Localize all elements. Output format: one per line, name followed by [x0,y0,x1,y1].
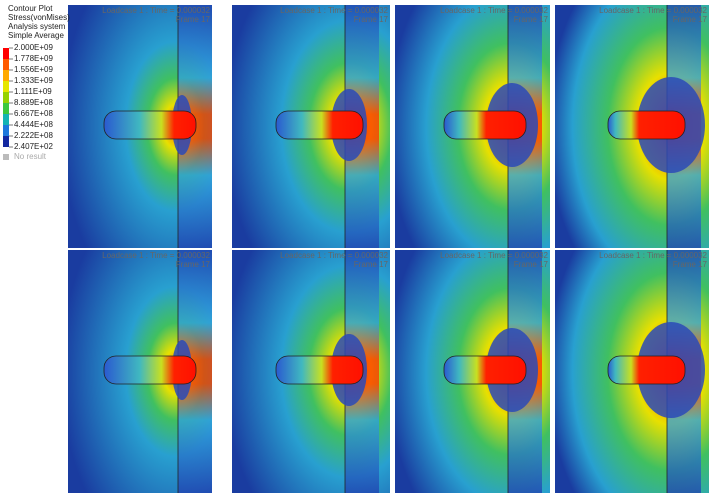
legend-swatch [3,70,9,81]
frame-label: Frame 17 [514,15,549,24]
figure: Loadcase 1 : Time = 0.000032Frame 17Load… [0,0,709,493]
panel-image [68,5,212,248]
legend-swatch [3,103,9,114]
legend-title: Contour Plot [8,4,53,13]
projectile [444,111,526,139]
projectile [276,111,363,139]
loadcase-label: Loadcase 1 : Time = 0.000032 [440,6,548,15]
frame-label: Frame 17 [673,15,708,24]
frame-label: Frame 17 [176,260,211,269]
projectile [104,111,196,139]
legend-swatch [3,136,9,147]
loadcase-label: Loadcase 1 : Time = 0.000032 [102,251,210,260]
legend-level: 8.889E+08 [14,98,53,107]
legend-level: 1.111E+09 [14,87,52,96]
frame-label: Frame 17 [354,15,389,24]
legend-swatch [3,81,9,92]
panel-image [68,250,212,493]
legend-title: Analysis system [8,22,66,31]
legend-swatch [3,48,9,59]
frame-label: Frame 17 [354,260,389,269]
panel-image [555,250,709,493]
frame-label: Frame 17 [514,260,549,269]
legend-no-result: No result [14,152,47,161]
loadcase-label: Loadcase 1 : Time = 0.000032 [280,251,388,260]
projectile [104,356,196,384]
legend-level: 1.778E+09 [14,54,53,63]
frame-label: Frame 17 [673,260,708,269]
loadcase-label: Loadcase 1 : Time = 0.000032 [102,6,210,15]
legend-level: 2.407E+02 [14,142,53,151]
legend-swatch [3,59,9,70]
legend-swatch [3,92,9,103]
loadcase-label: Loadcase 1 : Time = 0.000032 [280,6,388,15]
loadcase-label: Loadcase 1 : Time = 0.000032 [440,251,548,260]
legend-level: 4.444E+08 [14,120,53,129]
loadcase-label: Loadcase 1 : Time = 0.000032 [599,6,707,15]
panel-image [555,5,709,248]
legend-level: 2.222E+08 [14,131,53,140]
panel-image [395,250,550,493]
legend-swatch [3,154,9,160]
projectile [444,356,526,384]
projectile [276,356,363,384]
panel-image [232,5,390,248]
panel-image [232,250,390,493]
legend-swatch [3,114,9,125]
legend-level: 1.333E+09 [14,76,53,85]
legend-level: 1.556E+09 [14,65,53,74]
legend-level: 2.000E+09 [14,43,53,52]
legend-title: Simple Average [8,31,64,40]
projectile [608,111,685,139]
frame-label: Frame 17 [176,15,211,24]
legend-title: Stress(vonMises) [8,13,70,22]
loadcase-label: Loadcase 1 : Time = 0.000032 [599,251,707,260]
legend-level: 6.667E+08 [14,109,53,118]
projectile [608,356,685,384]
panel-image [395,5,550,248]
legend-swatch [3,125,9,136]
